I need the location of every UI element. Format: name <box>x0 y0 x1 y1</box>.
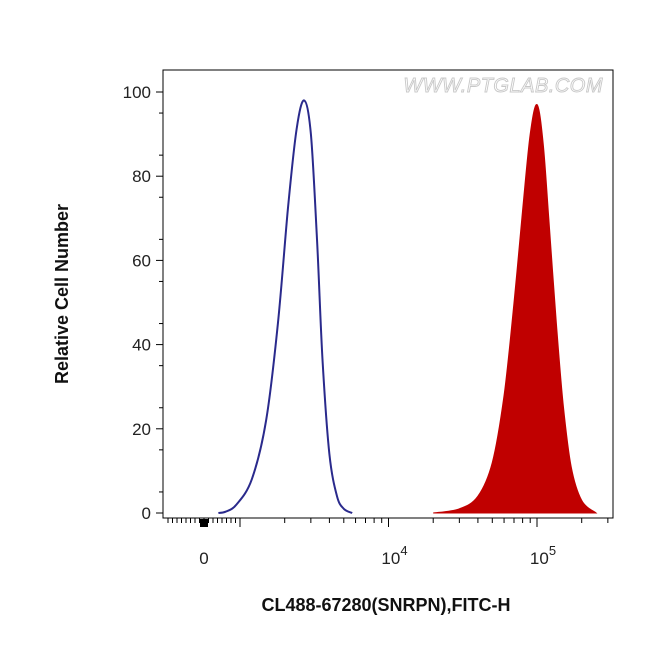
histogram-filled-series <box>433 104 598 514</box>
y-tick-label: 40 <box>132 336 151 355</box>
y-tick-label: 20 <box>132 420 151 439</box>
y-axis: 0 20 40 60 80 100 <box>123 83 163 523</box>
y-tick-label: 0 <box>142 504 151 523</box>
x-zero-marker <box>200 519 208 527</box>
y-tick-label: 80 <box>132 167 151 186</box>
x-tick-label: 104 <box>381 543 407 568</box>
y-tick-label: 100 <box>123 83 151 102</box>
histogram-outline-series <box>218 99 353 514</box>
y-axis-title: Relative Cell Number <box>52 204 72 384</box>
x-tick-label: 105 <box>530 543 556 568</box>
y-tick-label: 60 <box>132 251 151 270</box>
series-layer <box>218 99 598 514</box>
watermark: WWW.PTGLAB.COM <box>403 75 603 97</box>
x-axis: 0 104 105 <box>167 518 609 568</box>
x-axis-title: CL488-67280(SNRPN),FITC-H <box>261 595 510 615</box>
x-tick-label: 0 <box>199 549 208 568</box>
